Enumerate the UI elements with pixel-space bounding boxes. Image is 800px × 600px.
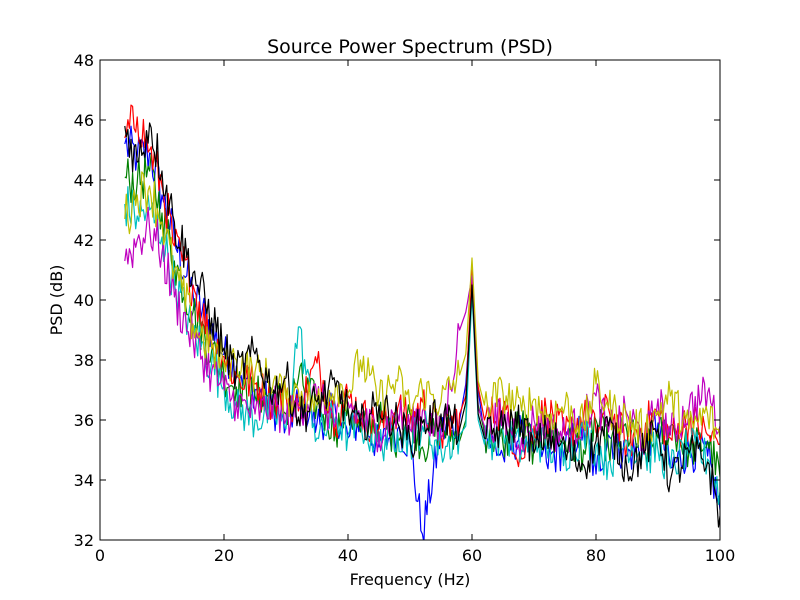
y-tick-label: 40	[74, 291, 94, 310]
plot-frame	[99, 59, 721, 541]
x-tick-label: 100	[705, 546, 736, 565]
psd-series-line	[124, 104, 720, 468]
x-tick-label: 40	[338, 546, 358, 565]
x-tick-label: 80	[586, 546, 606, 565]
psd-series-line	[124, 171, 720, 450]
x-tick-label: 0	[95, 546, 105, 565]
y-tick-label: 34	[74, 471, 94, 490]
y-tick-label: 42	[74, 231, 94, 250]
x-tick-label: 60	[462, 546, 482, 565]
y-tick-label: 38	[74, 351, 94, 370]
x-axis-label: Frequency (Hz)	[350, 570, 471, 589]
y-tick-label: 44	[74, 171, 94, 190]
y-tick-label: 46	[74, 111, 94, 130]
chart-title: Source Power Spectrum (PSD)	[267, 36, 553, 58]
y-tick-label: 32	[74, 531, 94, 550]
x-tick-label: 20	[214, 546, 234, 565]
psd-series-line	[124, 206, 720, 456]
series-layer	[124, 104, 720, 540]
ticks-layer: 0 20 40 60 80 100 32 34 36 38 40 42 44 46 48	[74, 51, 736, 565]
psd-series-line	[124, 125, 720, 540]
psd-series-line	[124, 122, 720, 528]
y-tick-label: 48	[74, 51, 94, 70]
y-axis-label: PSD (dB)	[47, 265, 66, 336]
y-tick-label: 36	[74, 411, 94, 430]
